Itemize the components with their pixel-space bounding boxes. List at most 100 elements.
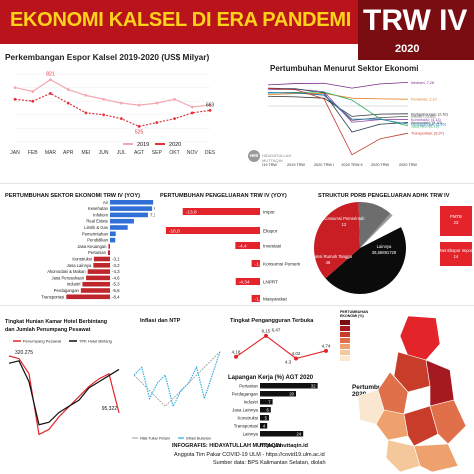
pie-slice xyxy=(360,213,393,248)
bar xyxy=(107,250,110,255)
data-point xyxy=(84,93,88,97)
data-point xyxy=(264,333,268,338)
data-label: 6,47 xyxy=(272,327,281,332)
data-point xyxy=(119,101,123,105)
slice-label: Konsum LNPRT xyxy=(300,204,326,209)
map-region xyxy=(393,351,431,393)
series-line xyxy=(8,355,120,436)
bar xyxy=(260,399,273,405)
sector-growth-title: Pertumbuhan Menurut Sektor Ekonomi xyxy=(270,64,419,73)
pie-slice xyxy=(314,202,360,279)
map-region xyxy=(429,399,467,445)
tick-label: JUN xyxy=(99,150,109,156)
jobs-bar-chart: Pertanian 32 Perdagangan 20 Industri 7 Jasa La… xyxy=(232,383,318,437)
year-label: 2020 xyxy=(395,43,420,55)
bar xyxy=(110,225,128,230)
value-label: 20 xyxy=(289,391,294,396)
data-point xyxy=(31,99,35,103)
tick-label: DES xyxy=(205,150,216,156)
bar xyxy=(82,281,110,287)
bar xyxy=(110,218,134,224)
footer-line2: Anggota Tim Pakar COVID-19 ULM - https:/… xyxy=(174,452,325,458)
series-label: Perdagangan; (5,55) xyxy=(411,123,447,127)
slice-value: 14 xyxy=(454,254,459,259)
value-label: -8,4 xyxy=(112,294,120,299)
series-label: Pertanian; 2,10 xyxy=(411,98,437,102)
category-label: Jasa Lainnya xyxy=(232,407,258,412)
tick-label: JUL xyxy=(117,150,126,156)
hotel-chart: Penumpang Pesawat TPK Hotel Bintang 320.27… xyxy=(8,339,120,436)
value-label: -4,34 xyxy=(239,280,250,286)
footer-credit: INFOGRAFIS: HIDAYATULLAH MUTTAQIN xyxy=(172,443,282,449)
series-label: Industri; (3,15) xyxy=(411,115,436,119)
pie-callout xyxy=(440,242,472,266)
value-label: 32 xyxy=(311,383,316,388)
data-point xyxy=(173,117,176,121)
page-title: EKONOMI KALSEL DI ERA PANDEMI xyxy=(10,9,351,31)
export-chart: 821 525 663 JAN FEB MAR APR MEI JUN JUL AGT SEP OKT N… xyxy=(10,72,216,156)
tick-label: 2019 TRW xyxy=(287,163,305,167)
bar xyxy=(110,200,154,205)
legend-label: 2019 xyxy=(137,142,149,148)
value-label: 8,1 xyxy=(154,206,155,211)
series-label: Pertambangan; (2,42) xyxy=(411,112,449,116)
bar xyxy=(110,237,116,243)
legend-swatch xyxy=(340,320,350,325)
category-label: Perdagangan xyxy=(54,288,80,293)
pie-slice xyxy=(325,227,406,294)
bar xyxy=(110,206,153,211)
divider xyxy=(0,183,474,184)
data-label: 4,74 xyxy=(322,343,331,348)
series-label: Jasa Keu; (6,13) xyxy=(411,124,440,128)
series-line xyxy=(133,351,221,408)
data-point xyxy=(13,86,17,89)
bar xyxy=(260,407,271,413)
data-label: 320.275 xyxy=(15,350,33,356)
legend-label: Penumpang Pesawat xyxy=(23,339,62,344)
legend-label: Nilai Tukar Petani xyxy=(140,437,170,441)
tick-label: SEP xyxy=(152,150,163,156)
tick-label: APR xyxy=(63,150,74,156)
series-label: Infokom; 7,26 xyxy=(411,81,434,85)
bar xyxy=(251,260,260,267)
trw-label: TRW IV xyxy=(363,4,468,37)
data-point xyxy=(208,103,212,107)
category-label: Pemerintahan xyxy=(82,231,109,236)
category-label: Listrik & Gas xyxy=(84,225,108,230)
export-title: Perkembangan Espor Kalsel 2019-2020 (US$… xyxy=(5,52,210,62)
spending-bar-title: PERTUMBUHAN PENGELUARAN TRW IV (YOY) xyxy=(160,193,287,199)
series-line xyxy=(8,360,120,426)
category-label: Industri xyxy=(67,282,81,287)
bar xyxy=(235,278,260,285)
category-label: LNPRT xyxy=(263,280,278,285)
data-point xyxy=(13,97,17,101)
slice-label: PMTB xyxy=(450,214,462,219)
bar xyxy=(86,275,110,281)
value-label: -5,6 xyxy=(112,288,120,293)
bar xyxy=(66,294,110,300)
logo: HMI xyxy=(248,150,260,162)
sector-growth-chart: Infokom; 7,26 Pertanian; 2,10 Pertambangan… xyxy=(262,81,449,167)
footer-line3: Sumber data: BPS Kalimantan Selatan, dio… xyxy=(213,460,326,466)
value-label: -3,2 xyxy=(112,263,120,268)
data-point xyxy=(84,111,88,115)
slice-label: Konsumsi Rumah Tangga xyxy=(304,254,353,259)
tick-label: 2020 TRW xyxy=(371,163,389,167)
category-label: Industri xyxy=(244,399,258,404)
category-label: Pendidikan xyxy=(87,238,108,243)
bar xyxy=(260,383,318,389)
map-region xyxy=(399,316,441,361)
data-point xyxy=(173,97,176,101)
data-point xyxy=(49,78,52,82)
slice-value: 1 xyxy=(309,210,312,215)
bar xyxy=(182,208,260,215)
category-label: Kesehatan xyxy=(88,206,109,211)
tick-label: MEI xyxy=(81,150,90,156)
jobs-title: Lapangan Kerja (%) AGT 2020 xyxy=(228,375,314,381)
slice-label: Konsumsi Pemerintah xyxy=(324,216,366,221)
value-label: -5,3 xyxy=(112,282,120,287)
tick-label: OKT xyxy=(169,150,179,156)
slice-value: 12 xyxy=(342,222,347,227)
